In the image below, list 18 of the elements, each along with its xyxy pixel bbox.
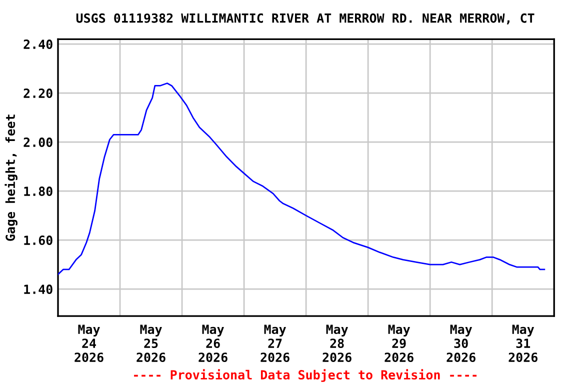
y-axis-title: Gage height, feet	[4, 114, 18, 241]
y-tick-label: 2.20	[24, 88, 52, 98]
text: ---- Provisional Data Subject to Revision ----	[134, 369, 477, 382]
y-tick-label: 2.00	[24, 138, 52, 147]
x-tick-label: May 28 2026	[322, 324, 352, 362]
x-tick-label: May 26 2026	[198, 324, 228, 362]
x-tick-label: May 30 2026	[446, 324, 476, 362]
y-tick-label: 1.40	[24, 284, 52, 294]
y-tick-label: 1.60	[24, 236, 52, 246]
x-tick-label: May 27 2026	[260, 324, 290, 362]
chart-title: USGS 01119382 WILLIMANTIC RIVER AT MERROW RD. NEAR MERROW, CT	[76, 13, 534, 24]
x-tick-label: May 31 2026	[508, 324, 538, 362]
line-series	[58, 82, 546, 276]
y-tick-label: 2.40	[24, 40, 52, 49]
y-tick-label: 1.80	[24, 186, 52, 196]
x-tick-label: May 25 2026	[136, 324, 166, 362]
x-tick-label: May 29 2026	[384, 324, 414, 362]
x-tick-label: May 24 2026	[74, 324, 104, 362]
